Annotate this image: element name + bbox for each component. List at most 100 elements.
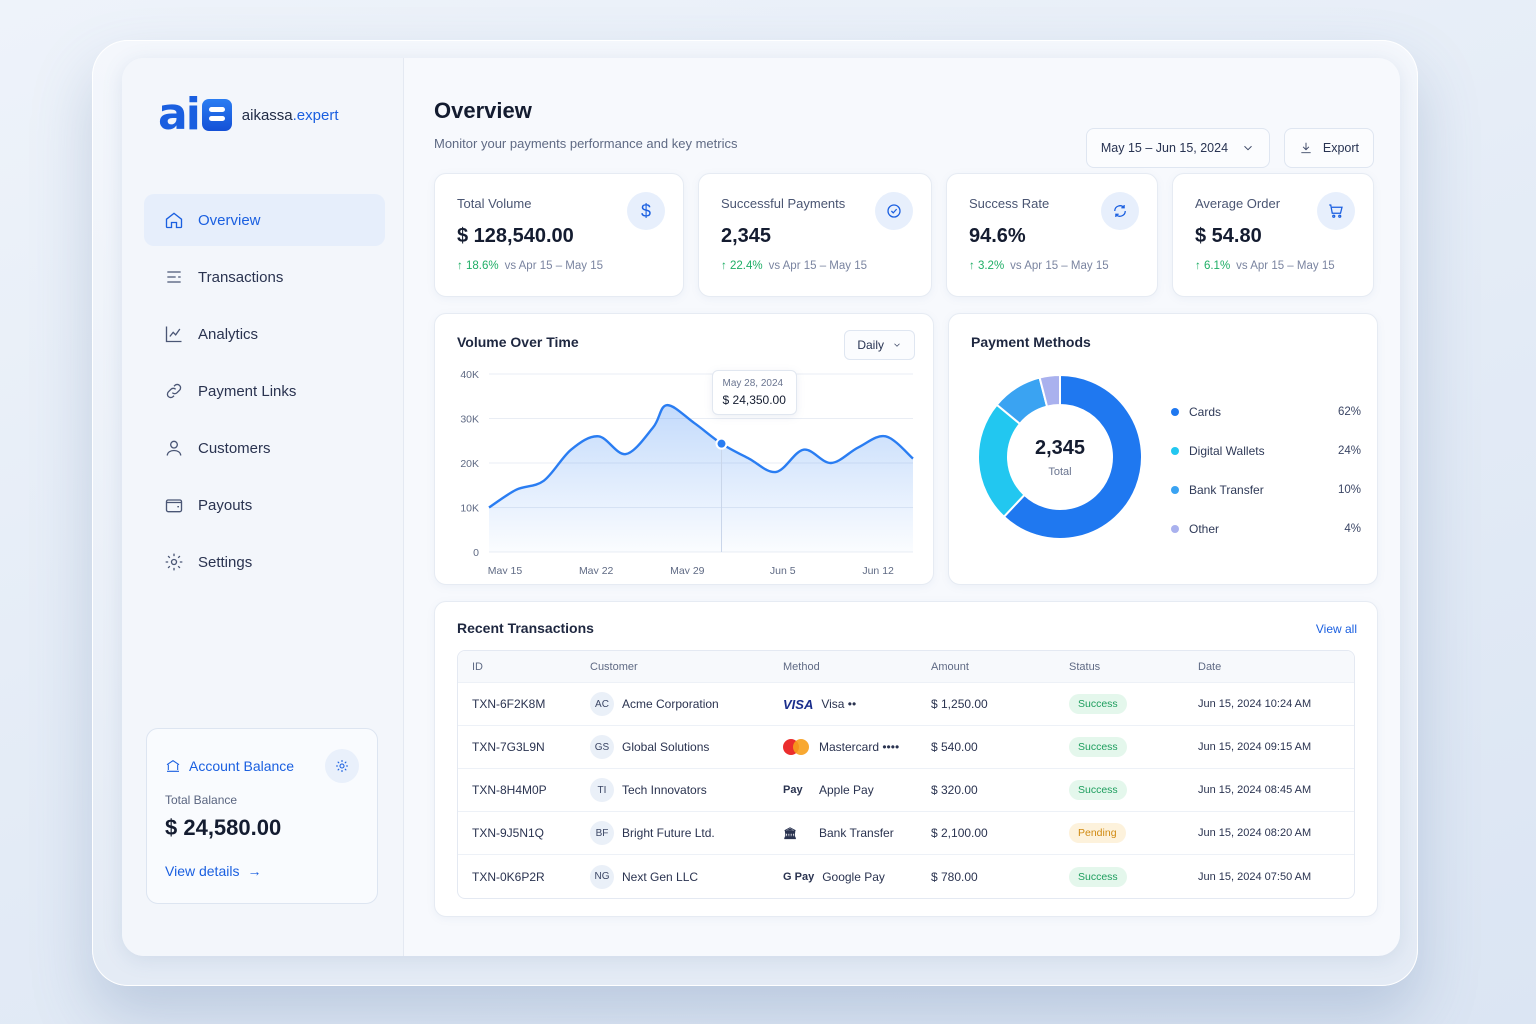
- customer-cell: BF Bright Future Ltd.: [590, 821, 783, 845]
- column-header[interactable]: ID: [472, 660, 483, 673]
- customer-name: Tech Innovators: [622, 783, 707, 797]
- avatar: GS: [590, 735, 614, 759]
- payment-methods-legend: Cards 62% Digital Wallets 24% Bank Transfer 1…: [1171, 392, 1361, 548]
- legend-swatch: [1171, 446, 1179, 455]
- amount: $ 2,100.00: [931, 826, 988, 840]
- link-icon: [166, 383, 182, 399]
- donut-total-label: Total: [1048, 465, 1072, 478]
- period-dropdown[interactable]: Daily: [844, 330, 915, 360]
- brand-name: aikassa.expert: [241, 106, 339, 124]
- avatar: TI: [590, 778, 614, 802]
- legend-percent: 4%: [1344, 522, 1361, 535]
- stat-delta: ↑ 6.1% vs Apr 15 – May 15: [1195, 260, 1335, 272]
- wallet-logo-icon: Pay: [783, 784, 803, 796]
- sidebar-item-settings[interactable]: Settings: [144, 536, 385, 588]
- sidebar-item-label: Settings: [198, 553, 253, 571]
- refresh-icon: [1101, 192, 1139, 230]
- balance-title: Account Balance: [165, 758, 294, 774]
- column-header[interactable]: Customer: [590, 660, 638, 673]
- stat-delta: ↑ 3.2% vs Apr 15 – May 15: [969, 260, 1109, 272]
- sidebar-item-label: Overview: [198, 211, 261, 229]
- method-cell: VISA Visa ••: [783, 697, 931, 712]
- table-row[interactable]: TXN-6F2K8M AC Acme Corporation VISA Visa •• $…: [458, 683, 1354, 726]
- method-cell: 🏛 Bank Transfer: [783, 826, 931, 840]
- donut-slice[interactable]: [1002, 373, 1143, 540]
- date: Jun 15, 2024 08:20 AM: [1198, 827, 1312, 839]
- amount: $ 1,250.00: [931, 697, 988, 711]
- x-tick-label: May 29: [670, 565, 705, 574]
- transaction-id[interactable]: TXN-0K6P2R: [472, 869, 545, 884]
- view-all-link[interactable]: View all: [1315, 622, 1357, 636]
- balance-settings-button[interactable]: [325, 749, 359, 783]
- bank-icon: [166, 760, 180, 772]
- stat-value: $ 128,540.00: [457, 225, 574, 247]
- export-button[interactable]: Export: [1283, 128, 1374, 168]
- legend-item[interactable]: Bank Transfer 10%: [1171, 470, 1361, 509]
- transaction-id[interactable]: TXN-6F2K8M: [472, 697, 546, 711]
- date: Jun 15, 2024 10:24 AM: [1198, 698, 1312, 710]
- stat-value: 2,345: [721, 225, 772, 247]
- transaction-id[interactable]: TXN-9J5N1Q: [472, 826, 545, 840]
- method-name: Visa ••: [821, 697, 857, 711]
- customer-name: Global Solutions: [622, 740, 710, 754]
- check-circle-icon: [875, 192, 913, 230]
- amount: $ 780.00: [931, 869, 978, 884]
- page-subtitle: Monitor your payments performance and ke…: [434, 136, 738, 151]
- column-header[interactable]: Date: [1198, 660, 1222, 673]
- status-badge: Pending: [1069, 823, 1126, 843]
- method-cell: Pay Apple Pay: [783, 783, 931, 797]
- method-name: Google Pay: [822, 869, 885, 884]
- method-cell: Mastercard ••••: [783, 739, 931, 755]
- legend-label: Cards: [1189, 404, 1222, 419]
- table-row[interactable]: TXN-7G3L9N GS Global Solutions Mastercard •…: [458, 726, 1354, 769]
- customer-cell: GS Global Solutions: [590, 735, 783, 759]
- column-header[interactable]: Status: [1069, 660, 1101, 673]
- sidebar-item-analytics[interactable]: Analytics: [144, 308, 385, 360]
- avatar: BF: [590, 821, 614, 845]
- stat-card-success-rate[interactable]: Success Rate 94.6% ↑ 3.2% vs Apr 15 – May…: [946, 173, 1158, 297]
- sidebar-item-transactions[interactable]: Transactions: [144, 251, 385, 303]
- sidebar-item-payment-links[interactable]: Payment Links: [144, 365, 385, 417]
- mastercard-logo-icon: [783, 739, 811, 755]
- customer-name: Next Gen LLC: [622, 869, 699, 884]
- stat-delta: ↑ 18.6% vs Apr 15 – May 15: [457, 260, 604, 272]
- legend-item[interactable]: Digital Wallets 24%: [1171, 431, 1361, 470]
- app-window: ai aikassa.expert Overview Transactions …: [122, 58, 1400, 956]
- table-row[interactable]: TXN-9J5N1Q BF Bright Future Ltd. 🏛 Bank Tran…: [458, 812, 1354, 855]
- chevron-down-icon: [894, 343, 900, 347]
- sidebar-item-customers[interactable]: Customers: [144, 422, 385, 474]
- transaction-id[interactable]: TXN-7G3L9N: [472, 740, 545, 754]
- legend-swatch: [1171, 524, 1179, 533]
- stat-card-average-order[interactable]: Average Order $ 54.80 ↑ 6.1% vs Apr 15 – …: [1172, 173, 1374, 297]
- transaction-id[interactable]: TXN-8H4M0P: [472, 783, 547, 797]
- column-header[interactable]: Method: [783, 660, 820, 673]
- view-details-link[interactable]: View details →: [165, 863, 262, 879]
- table-row[interactable]: TXN-8H4M0P TI Tech Innovators Pay Apple Pay $…: [458, 769, 1354, 812]
- brand[interactable]: ai aikassa.expert: [158, 88, 385, 142]
- y-tick-label: 30K: [460, 414, 479, 426]
- balance-value: $ 24,580.00: [165, 815, 282, 840]
- stat-card-successful-payments[interactable]: Successful Payments 2,345 ↑ 22.4% vs Apr …: [698, 173, 932, 297]
- download-icon: [1301, 142, 1311, 154]
- column-header[interactable]: Amount: [931, 660, 969, 673]
- highlight-point: [715, 437, 728, 450]
- date-range-picker[interactable]: May 15 – Jun 15, 2024: [1085, 128, 1270, 168]
- legend-item[interactable]: Cards 62%: [1171, 392, 1361, 431]
- stat-card-total-volume[interactable]: Total Volume $ 128,540.00 ↑ 18.6% vs Apr …: [434, 173, 684, 297]
- table-row[interactable]: TXN-0K6P2R NG Next Gen LLC G Pay Google Pay $…: [458, 855, 1354, 898]
- sidebar-item-overview[interactable]: Overview: [144, 194, 385, 246]
- sidebar-item-label: Payment Links: [198, 382, 297, 400]
- stat-title: Success Rate: [969, 196, 1050, 211]
- stat-delta: ↑ 22.4% vs Apr 15 – May 15: [721, 260, 868, 272]
- legend-item[interactable]: Other 4%: [1171, 509, 1361, 548]
- legend-swatch: [1171, 485, 1179, 494]
- volume-chart-card: Volume Over Time Daily 0 10K 20K 30K 40K May …: [434, 313, 934, 585]
- amount: $ 320.00: [931, 783, 978, 797]
- y-tick-label: 10K: [460, 503, 479, 515]
- donut-slice[interactable]: [1038, 373, 1061, 408]
- analytics-icon: [165, 326, 182, 343]
- sidebar-item-payouts[interactable]: Payouts: [144, 479, 385, 531]
- avatar: NG: [590, 864, 614, 889]
- customer-cell: AC Acme Corporation: [590, 692, 783, 716]
- status-badge: Success: [1069, 780, 1127, 800]
